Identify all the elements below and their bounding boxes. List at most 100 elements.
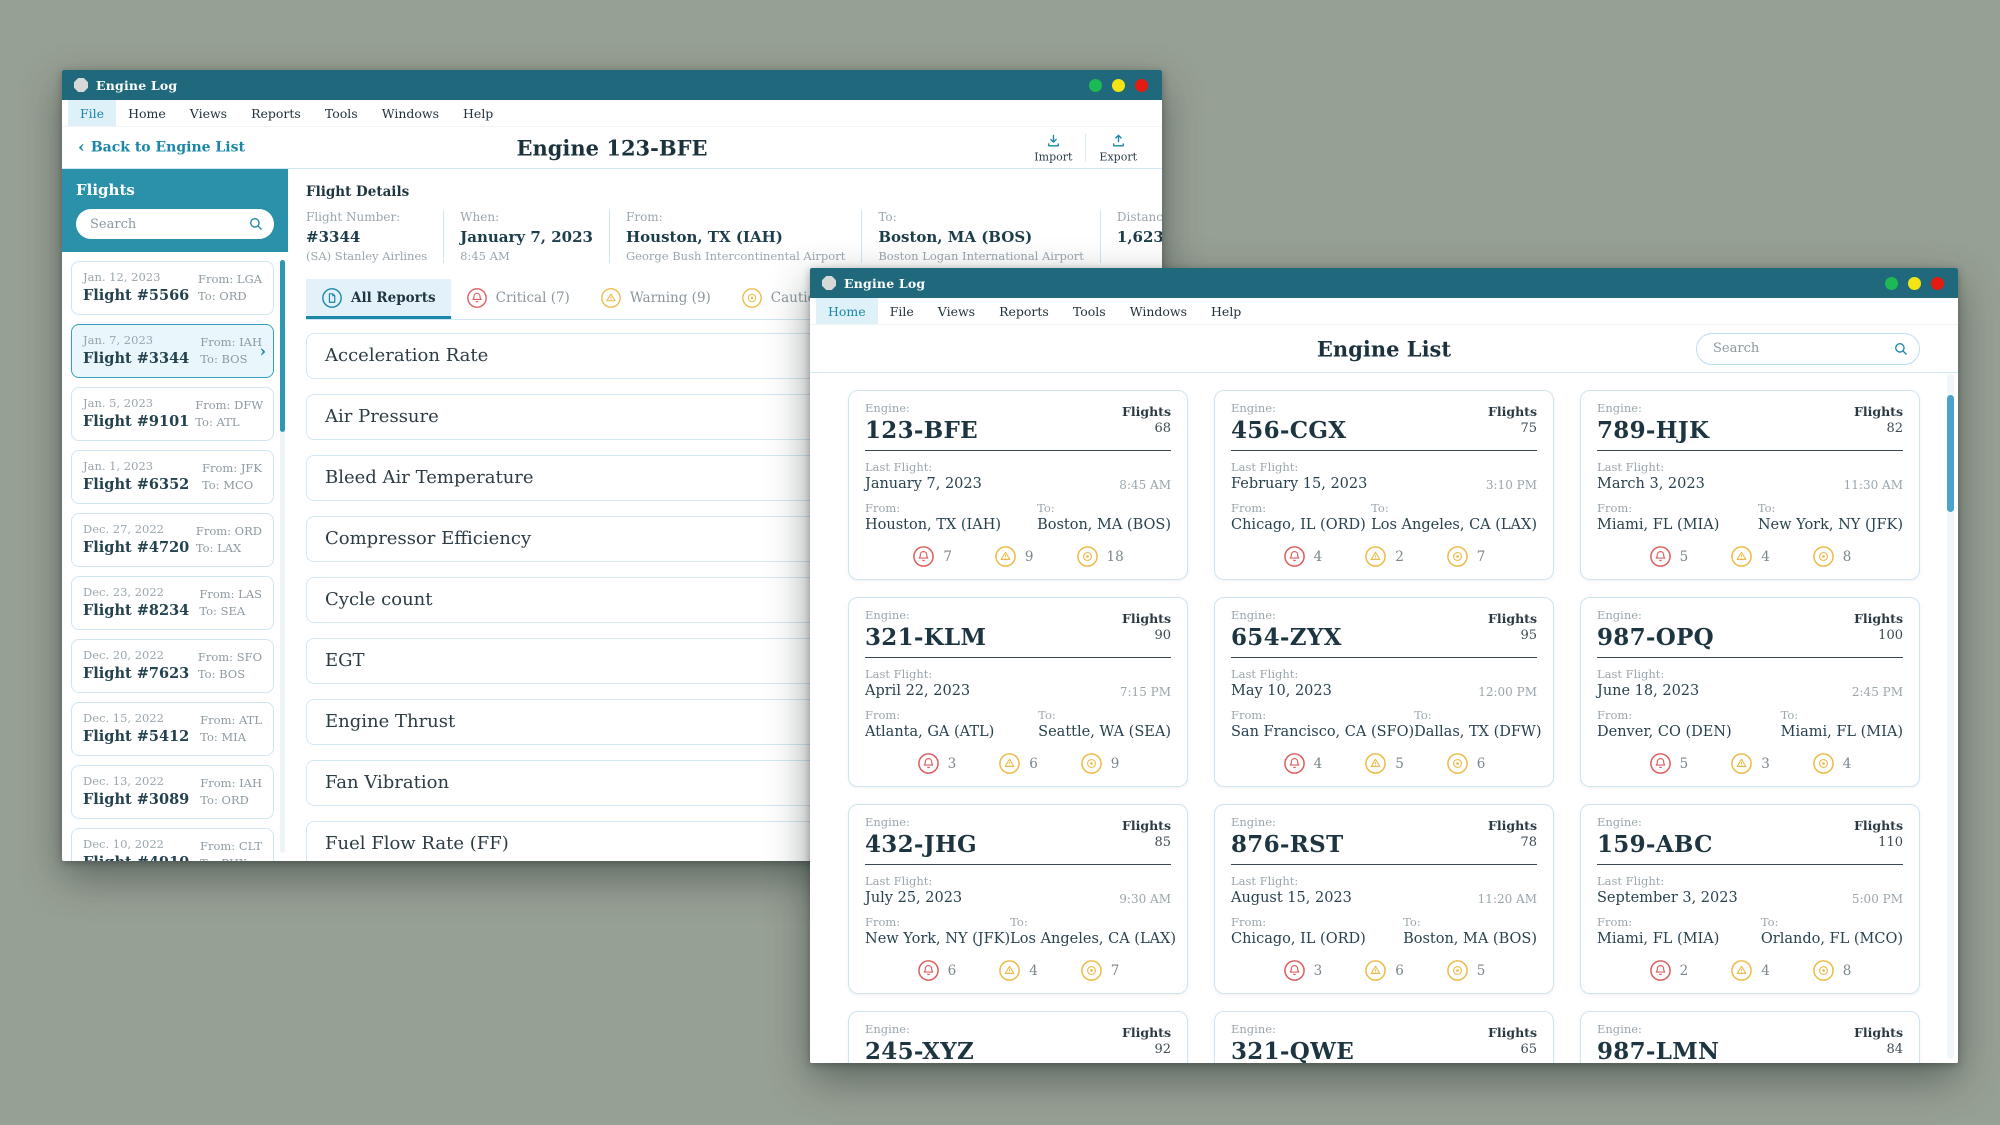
titlebar[interactable]: Engine Log: [62, 70, 1162, 100]
engine-card[interactable]: Engine: 456-CGX Flights 75 Last Flight: …: [1214, 390, 1554, 580]
flight-from: From: IAH: [200, 776, 262, 790]
from-city: San Francisco, CA (SFO): [1231, 724, 1415, 740]
last-flight-time: 9:30 AM: [1119, 892, 1171, 906]
menu-item[interactable]: Reports: [251, 105, 301, 121]
critical-count: 5: [1679, 548, 1689, 565]
from-city: Chicago, IL (ORD): [1231, 931, 1366, 947]
to-label: To:: [1760, 915, 1779, 929]
flight-list-item[interactable]: Dec. 13, 2022 Flight #3089 From: IAH To:…: [71, 765, 274, 819]
menu-bar: Home File Views Reports Tools Windows He…: [810, 298, 1958, 325]
tab-all-reports[interactable]: All Reports: [306, 279, 451, 319]
flights-search[interactable]: [76, 209, 274, 239]
flight-list-item[interactable]: Jan. 7, 2023 Flight #3344 From: IAH To: …: [71, 324, 274, 378]
warning-count: 4: [1029, 962, 1038, 979]
engine-card[interactable]: Engine: 432-JHG Flights 85 Last Flight: …: [848, 804, 1188, 994]
caution-count: 9: [1110, 755, 1120, 772]
warning-count: 5: [1395, 755, 1404, 772]
flight-list-item[interactable]: Dec. 27, 2022 Flight #4720 From: ORD To:…: [71, 513, 274, 567]
engine-card[interactable]: Engine: 789-HJK Flights 82 Last Flight: …: [1580, 390, 1920, 580]
engine-list-scrollbar-thumb[interactable]: [1947, 395, 1954, 512]
flight-date: Dec. 13, 2022: [83, 774, 164, 788]
engine-search-input[interactable]: [1713, 341, 1893, 356]
window-controls: [1885, 276, 1944, 290]
critical-badge: 5: [1649, 752, 1688, 775]
window-close-light[interactable]: [1931, 276, 1944, 290]
flights-count: 90: [1154, 628, 1171, 643]
last-flight-label: Last Flight:: [1597, 460, 1665, 474]
flight-list-item[interactable]: Jan. 12, 2023 Flight #5566 From: LGA To:…: [71, 261, 274, 315]
menu-item[interactable]: Views: [189, 105, 228, 121]
from-label: From:: [1231, 915, 1267, 929]
last-flight-time: 5:00 PM: [1851, 892, 1903, 906]
export-button[interactable]: Export: [1086, 132, 1150, 163]
engine-card[interactable]: Engine: 987-LMN Flights 84 Last Flight:: [1580, 1011, 1920, 1063]
flight-list-item[interactable]: Jan. 1, 2023 Flight #6352 From: JFK To: …: [71, 450, 274, 504]
tab-warning[interactable]: Warning (9): [585, 279, 726, 319]
tab-critical[interactable]: Critical (7): [451, 279, 585, 319]
flight-date: Jan. 1, 2023: [83, 459, 154, 473]
engine-id: 876-RST: [1231, 831, 1344, 858]
menu-item[interactable]: Home: [816, 298, 878, 324]
sidebar-scrollbar-track[interactable]: [280, 260, 285, 853]
flights-count: 75: [1520, 421, 1537, 436]
warning-count: 9: [1024, 548, 1034, 565]
engine-card[interactable]: Engine: 159-ABC Flights 110 Last Flight:…: [1580, 804, 1920, 994]
flight-list-item[interactable]: Dec. 10, 2022 Flight #4910 From: CLT To:…: [71, 828, 274, 861]
engine-label: Engine:: [1597, 815, 1642, 829]
to-label: To:: [1780, 708, 1799, 722]
window-close-light[interactable]: [1135, 78, 1148, 92]
engine-label: Engine:: [865, 401, 910, 415]
menu-item[interactable]: File: [68, 100, 117, 126]
window-minimize-light[interactable]: [1885, 276, 1898, 290]
engine-card[interactable]: Engine: 654-ZYX Flights 95 Last Flight: …: [1214, 597, 1554, 787]
search-icon: [250, 218, 262, 230]
titlebar[interactable]: Engine Log: [810, 268, 1958, 298]
sidebar-scrollbar-thumb[interactable]: [280, 260, 285, 432]
menu-item[interactable]: Reports: [999, 303, 1049, 319]
import-button[interactable]: Import: [1021, 132, 1085, 163]
engine-card[interactable]: Engine: 876-RST Flights 78 Last Flight: …: [1214, 804, 1554, 994]
flight-details-row: Flight Number: #3344 (SA) Stanley Airlin…: [306, 210, 1162, 263]
menu-item[interactable]: Home: [128, 105, 166, 121]
menu-item[interactable]: Help: [463, 105, 494, 121]
window-minimize-light[interactable]: [1089, 78, 1102, 92]
flight-list-item[interactable]: Jan. 5, 2023 Flight #9101 From: DFW To: …: [71, 387, 274, 441]
flight-list-item[interactable]: Dec. 20, 2022 Flight #7623 From: SFO To:…: [71, 639, 274, 693]
import-icon: [1047, 134, 1059, 146]
menu-item[interactable]: Tools: [324, 105, 358, 121]
card-divider: [1597, 657, 1903, 658]
document-icon: [322, 288, 342, 308]
window-restore-light[interactable]: [1908, 276, 1921, 290]
engine-list-scrollbar-track[interactable]: [1947, 374, 1954, 1059]
caution-target-icon: [1446, 546, 1468, 567]
engine-label: Engine:: [865, 815, 910, 829]
engine-label: Engine:: [1231, 608, 1276, 622]
to-city: New York, NY (JFK): [1757, 517, 1903, 533]
engine-card[interactable]: Engine: 987-OPQ Flights 100 Last Flight:…: [1580, 597, 1920, 787]
flight-list-item[interactable]: Dec. 23, 2022 Flight #8234 From: LAS To:…: [71, 576, 274, 630]
last-flight-time: 8:45 AM: [1119, 478, 1171, 492]
back-to-engine-list-link[interactable]: ‹ Back to Engine List: [78, 137, 245, 157]
caution-badge: 8: [1812, 959, 1851, 982]
card-divider: [1231, 657, 1537, 658]
from-city: New York, NY (JFK): [865, 931, 1011, 947]
menu-item[interactable]: Views: [937, 303, 976, 319]
critical-count: 3: [1313, 962, 1323, 979]
flight-list-item[interactable]: Dec. 15, 2022 Flight #5412 From: ATL To:…: [71, 702, 274, 756]
menu-item[interactable]: Tools: [1072, 303, 1106, 319]
from-label: From:: [1231, 708, 1267, 722]
window-restore-light[interactable]: [1112, 78, 1125, 92]
search-icon: [1895, 342, 1907, 355]
menu-item[interactable]: Windows: [381, 105, 440, 121]
from-label: From:: [865, 915, 901, 929]
menu-item[interactable]: File: [889, 303, 914, 319]
engine-card[interactable]: Engine: 123-BFE Flights 68 Last Flight: …: [848, 390, 1188, 580]
engine-card[interactable]: Engine: 245-XYZ Flights 92 Last Flight:: [848, 1011, 1188, 1063]
engine-card[interactable]: Engine: 321-KLM Flights 90 Last Flight: …: [848, 597, 1188, 787]
menu-item[interactable]: Help: [1211, 303, 1242, 319]
engine-search[interactable]: [1696, 332, 1920, 365]
last-flight-label: Last Flight:: [1597, 667, 1665, 681]
flights-search-input[interactable]: [90, 216, 248, 232]
engine-card[interactable]: Engine: 321-QWE Flights 65 Last Flight:: [1214, 1011, 1554, 1063]
menu-item[interactable]: Windows: [1129, 303, 1188, 319]
